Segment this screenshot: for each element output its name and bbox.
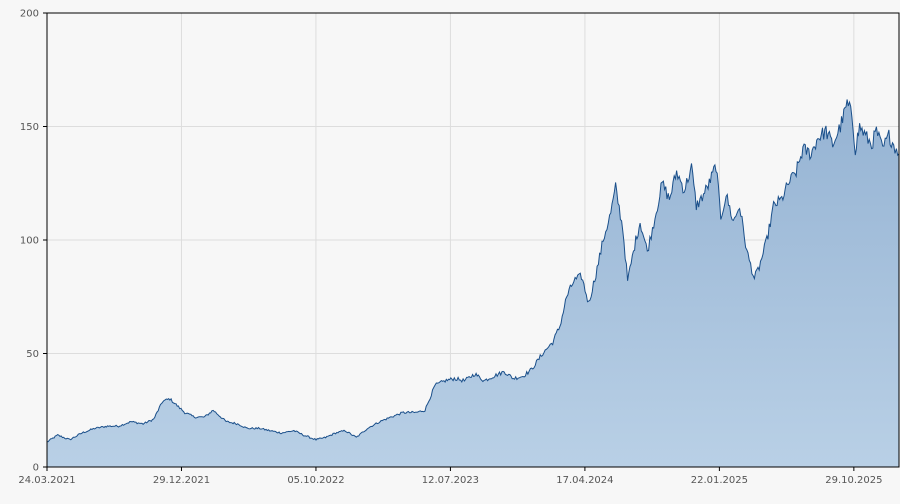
y-axis-ticks: 0 50 100 150 200 [20,9,47,474]
y-tick-label: 200 [20,9,39,20]
x-tick-label: 24.03.2021 [18,475,75,486]
y-tick-label: 150 [20,122,39,133]
x-axis-ticks: 24.03.2021 29.12.2021 05.10.2022 12.07.2023… [18,467,882,486]
x-tick-label: 05.10.2022 [287,475,344,486]
x-tick-label: 29.12.2021 [153,475,210,486]
x-tick-label: 17.04.2024 [556,475,613,486]
price-line [46,99,900,443]
x-tick-label: 12.07.2023 [422,475,479,486]
price-area-fill [47,99,899,467]
x-tick-label: 22.01.2025 [691,475,748,486]
y-tick-label: 50 [26,349,39,360]
y-tick-label: 0 [33,463,39,474]
x-tick-label: 29.10.2025 [825,475,882,486]
y-tick-label: 100 [20,236,39,247]
